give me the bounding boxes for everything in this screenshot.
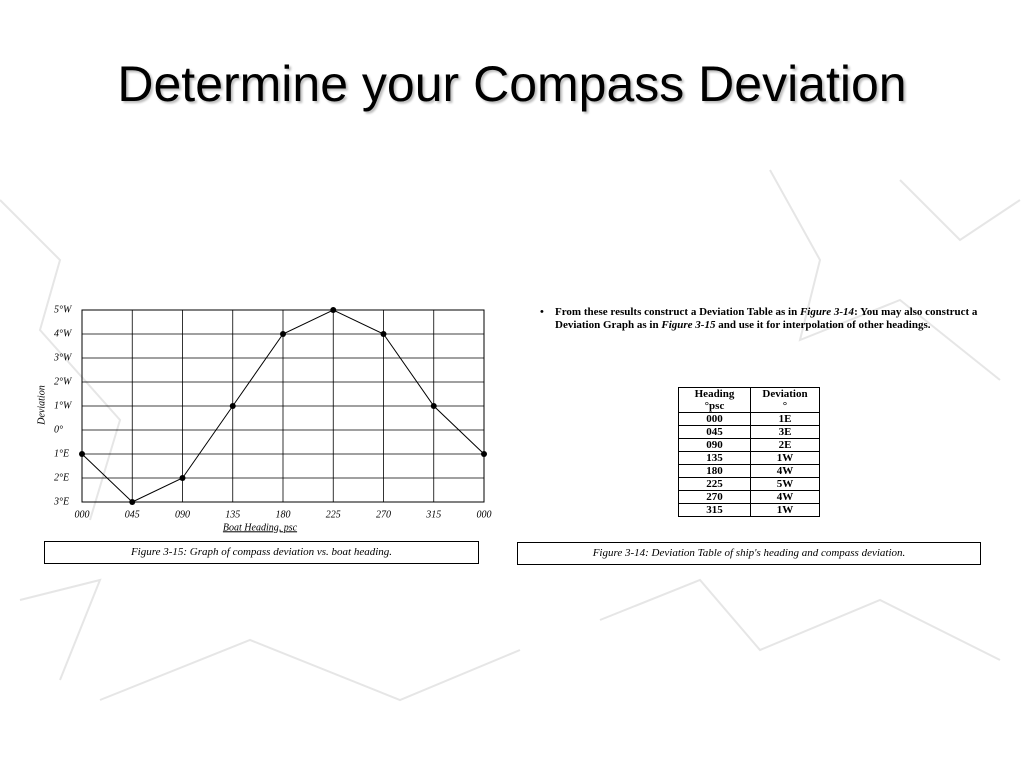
x-tick-label: 315 [425, 509, 441, 520]
table-header: Heading °psc [678, 387, 751, 413]
table-cell: 1W [750, 503, 820, 517]
header-text: ° [782, 400, 788, 412]
point [79, 451, 85, 457]
table-row: 045 3E [678, 425, 820, 439]
header-text: °psc [704, 400, 725, 412]
y-tick-label: 2°W [54, 376, 73, 387]
bullet-text: Figure 3-15 [661, 319, 716, 331]
y-tick-label: 3°W [53, 352, 73, 363]
chart: Deviation Boat Heading, psc 5°W 4°W 3°W 2°W… [36, 304, 492, 533]
point [481, 451, 487, 457]
x-tick-label: 135 [225, 509, 240, 520]
table-cell: 4W [750, 490, 820, 504]
x-tick-label: 000 [75, 509, 90, 520]
table-header: Deviation ° [750, 387, 820, 413]
table-cell: 135 [678, 451, 751, 465]
table-cell: 5W [750, 477, 820, 491]
table-cell: 1W [750, 451, 820, 465]
y-tick-label: 3°E [53, 496, 69, 507]
table-row: 090 2E [678, 438, 820, 452]
point [280, 331, 286, 337]
bullet-text: : You may also construct a Deviation Gra… [555, 306, 978, 331]
point [229, 403, 236, 409]
x-tick-label: 090 [175, 509, 190, 520]
table-header-row: Heading °psc Deviation ° [678, 387, 820, 413]
table-row: 000 1E [678, 412, 820, 426]
y-tick-label: 0° [54, 424, 63, 435]
y-axis-label: Deviation [36, 385, 47, 425]
header-text: Heading [694, 388, 735, 400]
point [179, 475, 186, 481]
y-tick-label: 1°E [54, 448, 69, 459]
table-row: 135 1W [678, 451, 820, 465]
deviation-table: Heading °psc Deviation ° 000 1E 045 3E 090 2E 135 1… [678, 387, 820, 517]
point [430, 403, 437, 409]
bullet: • From these results construct a Deviatio… [540, 306, 978, 331]
table-cell: 2E [750, 438, 820, 452]
y-tick-label: 1°W [54, 400, 73, 411]
x-tick-label: 225 [326, 509, 341, 520]
y-tick-label: 5°W [54, 304, 73, 315]
table-cell: 180 [678, 464, 751, 478]
table-row: 270 4W [678, 490, 820, 504]
bullet-text: From these results construct a Deviation… [555, 306, 800, 318]
point [380, 331, 387, 337]
table-row: 225 5W [678, 477, 820, 491]
table-cell: 090 [678, 438, 751, 452]
y-tick-label: 2°E [54, 472, 69, 483]
table-caption: Figure 3-14: Deviation Table of ship's h… [517, 542, 981, 565]
table-cell: 1E [750, 412, 820, 426]
table-cell: 270 [678, 490, 751, 504]
point [330, 307, 337, 313]
table-cell: 045 [678, 425, 751, 439]
bullet-text: and use it for interpolation of other he… [715, 319, 931, 331]
table-wrap: Heading °psc Deviation ° 000 1E 045 3E 090 2E 135 1… [678, 387, 820, 517]
point [129, 499, 136, 505]
table-row: 315 1W [678, 503, 820, 517]
y-tick-label: 4°W [54, 328, 73, 339]
table-cell: 4W [750, 464, 820, 478]
x-tick-label: 180 [276, 509, 291, 520]
header-text: Deviation [762, 388, 808, 400]
table-cell: 225 [678, 477, 751, 491]
table-row: 180 4W [678, 464, 820, 478]
x-tick-label: 000 [477, 509, 492, 520]
x-axis-label: Boat Heading, psc [223, 522, 298, 533]
table-cell: 000 [678, 412, 751, 426]
chart-caption: Figure 3-15: Graph of compass deviation … [44, 541, 479, 564]
x-tick-label: 045 [125, 509, 140, 520]
slide-title: Determine your Compass Deviation [117, 56, 907, 112]
table-cell: 3E [750, 425, 820, 439]
bullet-text: Figure 3-14 [799, 306, 855, 318]
table-cell: 315 [678, 503, 751, 517]
x-tick-label: 270 [376, 509, 391, 520]
